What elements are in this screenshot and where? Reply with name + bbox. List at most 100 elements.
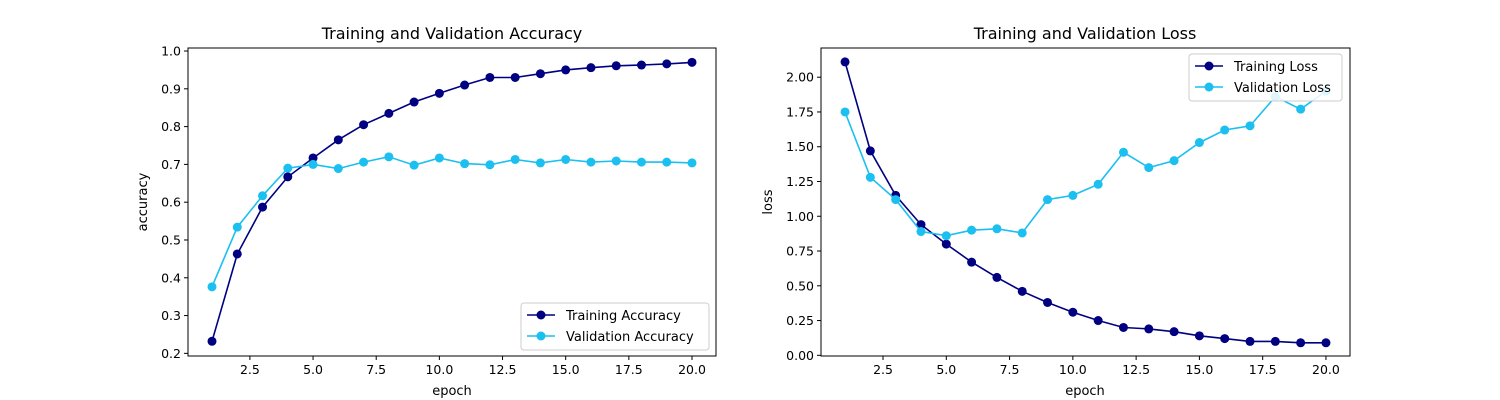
validation-accuracy-point — [434, 153, 444, 163]
training-loss-point — [1043, 297, 1053, 307]
accuracy-y-tick-label: 0.5 — [161, 232, 181, 247]
training-loss-point — [1017, 286, 1027, 296]
training-accuracy-point — [258, 202, 268, 212]
validation-accuracy-point — [409, 160, 419, 170]
training-loss-point — [1321, 338, 1331, 348]
validation-accuracy-point — [384, 152, 394, 162]
training-accuracy-point — [384, 108, 394, 118]
training-accuracy-point — [333, 135, 343, 145]
loss-x-tick-label: 17.5 — [1249, 362, 1277, 377]
legend-training-accuracy-marker — [536, 310, 546, 320]
loss-x-tick-label: 12.5 — [1122, 362, 1150, 377]
validation-loss-point — [1118, 147, 1128, 157]
loss-x-tick-label: 20.0 — [1312, 362, 1340, 377]
loss-plot-area — [840, 57, 1331, 348]
training-accuracy-point — [535, 69, 545, 79]
accuracy-y-tick-label: 0.8 — [161, 119, 181, 134]
loss-y-tick-label: 0.50 — [786, 278, 814, 293]
loss-y-tick-label: 1.00 — [786, 209, 814, 224]
training-accuracy-point — [485, 72, 495, 82]
training-loss-point — [1220, 334, 1230, 344]
loss-x-tick-label: 7.5 — [1000, 362, 1020, 377]
training-accuracy-point — [283, 172, 293, 182]
validation-loss-point — [1068, 190, 1078, 200]
accuracy-x-tick-label: 20.0 — [678, 362, 706, 377]
accuracy-plot-area — [207, 57, 697, 346]
training-accuracy-point — [434, 88, 444, 98]
training-loss-point — [916, 220, 926, 230]
validation-accuracy-point — [636, 157, 646, 167]
training-accuracy-point — [636, 60, 646, 70]
validation-accuracy-point — [510, 154, 520, 164]
validation-loss-point — [865, 172, 875, 182]
validation-loss-point — [1220, 125, 1230, 135]
training-accuracy-point — [510, 72, 520, 82]
loss-chart: Training and Validation Loss 2.5 5.0 7.5 10… — [761, 24, 1351, 399]
validation-loss-point — [840, 107, 850, 117]
validation-loss-point — [1144, 163, 1154, 173]
validation-accuracy-point — [561, 154, 571, 164]
accuracy-x-tick-label: 10.0 — [425, 362, 453, 377]
loss-legend: Training Loss Validation Loss — [1188, 53, 1343, 102]
training-loss-point — [1194, 331, 1204, 341]
training-loss-point — [1068, 307, 1078, 317]
accuracy-x-tick-label: 15.0 — [552, 362, 580, 377]
loss-y-axis-label: loss — [761, 189, 776, 214]
training-loss-point — [1093, 316, 1103, 326]
accuracy-x-axis-label: epoch — [432, 384, 472, 399]
validation-loss-point — [1296, 104, 1306, 114]
training-loss-point — [941, 239, 951, 249]
validation-loss-point — [967, 225, 977, 235]
validation-accuracy-point — [283, 163, 293, 173]
training-loss-point — [1118, 322, 1128, 332]
loss-legend-box — [1188, 53, 1343, 102]
legend-training-accuracy-label: Training Accuracy — [565, 309, 681, 324]
validation-loss-point — [1017, 228, 1027, 238]
accuracy-axis-ticks: 2.5 5.0 7.5 10.0 12.5 15.0 17.5 20.0 0.2 0.3 0.4 0.… — [161, 44, 706, 377]
loss-y-tick-label: 0.25 — [786, 313, 814, 328]
accuracy-y-tick-label: 0.3 — [161, 308, 181, 323]
loss-y-tick-label: 1.50 — [786, 139, 814, 154]
accuracy-legend-box — [520, 302, 710, 351]
validation-accuracy-point — [232, 222, 242, 232]
loss-y-tick-label: 2.00 — [786, 70, 814, 85]
accuracy-chart-title: Training and Validation Accuracy — [321, 24, 583, 43]
training-accuracy-point — [207, 336, 217, 346]
training-loss-point — [1245, 336, 1255, 346]
loss-chart-title: Training and Validation Loss — [973, 24, 1197, 43]
validation-accuracy-point — [333, 164, 343, 174]
validation-loss-point — [1245, 121, 1255, 131]
training-loss-point — [1144, 324, 1154, 334]
training-accuracy-point — [409, 97, 419, 107]
loss-x-axis-label: epoch — [1065, 384, 1105, 399]
accuracy-y-tick-label: 0.9 — [161, 81, 181, 96]
validation-accuracy-point — [687, 158, 697, 168]
accuracy-y-tick-label: 0.2 — [161, 346, 181, 361]
legend-validation-accuracy-marker — [536, 331, 546, 341]
validation-loss-point — [1194, 138, 1204, 148]
validation-accuracy-point — [359, 157, 369, 167]
legend-training-loss-label: Training Loss — [1233, 60, 1318, 75]
validation-loss-point — [891, 195, 901, 205]
loss-x-tick-label: 10.0 — [1059, 362, 1087, 377]
accuracy-legend: Training Accuracy Validation Accuracy — [520, 302, 710, 351]
training-loss-point — [840, 57, 850, 67]
training-accuracy-point — [611, 61, 621, 71]
accuracy-y-tick-label: 0.4 — [161, 270, 181, 285]
accuracy-chart: Training and Validation Accuracy 2.5 5.0 7… — [136, 24, 717, 399]
validation-accuracy-point — [485, 160, 495, 170]
validation-loss-point — [1093, 179, 1103, 189]
training-accuracy-point — [232, 249, 242, 259]
training-loss-point — [967, 257, 977, 267]
accuracy-y-tick-label: 0.7 — [161, 157, 181, 172]
legend-training-loss-marker — [1204, 61, 1214, 71]
loss-y-tick-label: 1.75 — [786, 104, 814, 119]
loss-y-tick-label: 0.75 — [786, 244, 814, 259]
validation-accuracy-point — [308, 159, 318, 169]
training-loss-point — [865, 146, 875, 156]
accuracy-x-tick-label: 5.0 — [303, 362, 323, 377]
training-loss-point — [1169, 327, 1179, 337]
validation-accuracy-point — [207, 282, 217, 292]
validation-accuracy-point — [586, 157, 596, 167]
training-loss-point — [992, 272, 1002, 282]
